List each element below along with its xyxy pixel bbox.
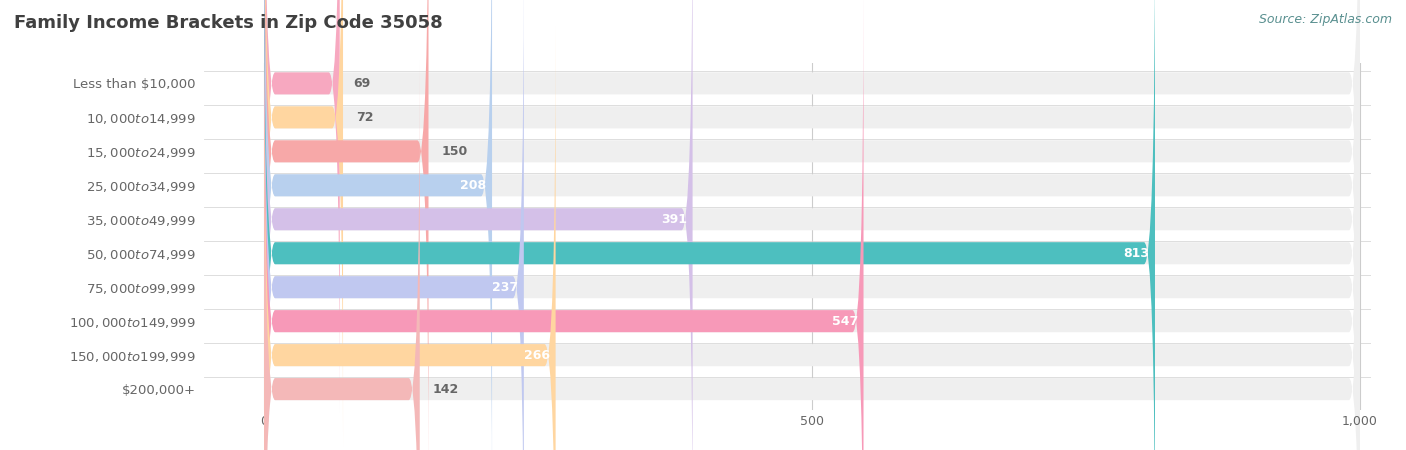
Text: 237: 237 xyxy=(492,281,519,294)
Text: 266: 266 xyxy=(524,349,550,362)
FancyBboxPatch shape xyxy=(264,0,1360,450)
Text: 72: 72 xyxy=(356,111,374,124)
FancyBboxPatch shape xyxy=(264,0,429,450)
FancyBboxPatch shape xyxy=(264,0,1360,450)
FancyBboxPatch shape xyxy=(264,0,340,412)
Text: 69: 69 xyxy=(353,77,370,90)
FancyBboxPatch shape xyxy=(264,0,863,450)
FancyBboxPatch shape xyxy=(264,27,555,450)
FancyBboxPatch shape xyxy=(264,0,524,450)
Text: 547: 547 xyxy=(832,315,858,328)
FancyBboxPatch shape xyxy=(264,0,492,450)
FancyBboxPatch shape xyxy=(264,0,693,450)
FancyBboxPatch shape xyxy=(264,60,420,450)
Text: 208: 208 xyxy=(460,179,486,192)
Text: 391: 391 xyxy=(661,213,688,226)
FancyBboxPatch shape xyxy=(264,0,1360,450)
FancyBboxPatch shape xyxy=(264,0,1360,412)
Text: Family Income Brackets in Zip Code 35058: Family Income Brackets in Zip Code 35058 xyxy=(14,14,443,32)
FancyBboxPatch shape xyxy=(264,60,1360,450)
FancyBboxPatch shape xyxy=(264,0,1360,450)
FancyBboxPatch shape xyxy=(264,0,1154,450)
Text: 142: 142 xyxy=(433,382,460,396)
Text: Source: ZipAtlas.com: Source: ZipAtlas.com xyxy=(1258,14,1392,27)
FancyBboxPatch shape xyxy=(264,0,1360,446)
FancyBboxPatch shape xyxy=(264,0,343,446)
FancyBboxPatch shape xyxy=(264,0,1360,450)
Text: 150: 150 xyxy=(441,145,468,158)
FancyBboxPatch shape xyxy=(264,0,1360,450)
Text: 813: 813 xyxy=(1123,247,1150,260)
FancyBboxPatch shape xyxy=(264,27,1360,450)
